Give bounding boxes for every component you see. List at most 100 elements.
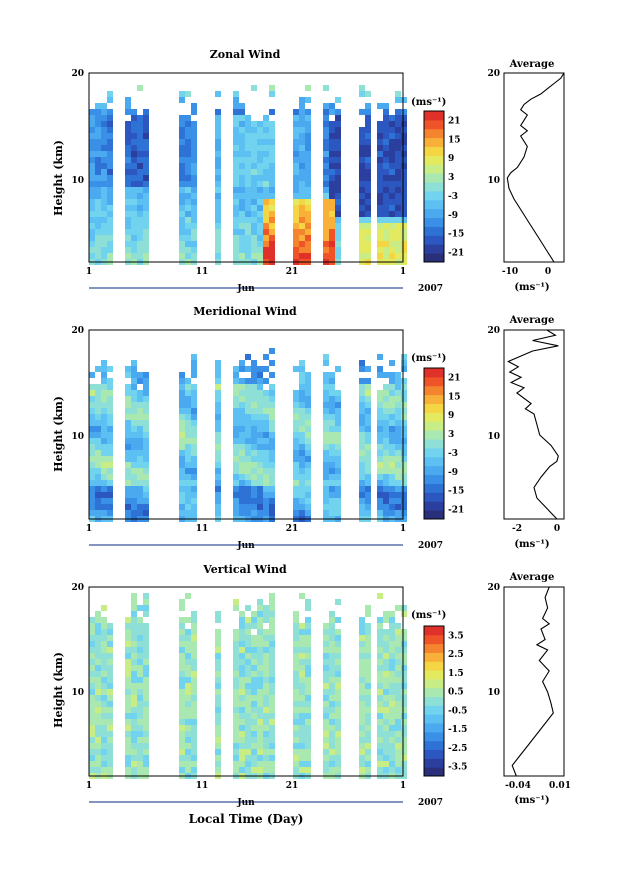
heatmap-cell bbox=[377, 719, 383, 725]
x-tick-label: 21 bbox=[286, 267, 299, 277]
heatmap-cell bbox=[365, 665, 371, 671]
heatmap-cell bbox=[95, 432, 101, 438]
heatmap-cell bbox=[185, 444, 191, 450]
heatmap-cell bbox=[377, 713, 383, 719]
heatmap-cell bbox=[233, 408, 239, 414]
heatmap-cell bbox=[377, 761, 383, 767]
heatmap-cell bbox=[107, 145, 113, 151]
heatmap-cell bbox=[185, 229, 191, 235]
heatmap-cell bbox=[137, 605, 143, 611]
heatmap-cell bbox=[215, 737, 221, 743]
heatmap-cell bbox=[257, 767, 263, 773]
heatmap-cell bbox=[137, 163, 143, 169]
heatmap-cell bbox=[107, 486, 113, 492]
heatmap-cell bbox=[329, 139, 335, 145]
heatmap-cell bbox=[395, 109, 401, 115]
heatmap-cell bbox=[233, 133, 239, 139]
heatmap-cell bbox=[383, 761, 389, 767]
heatmap-cell bbox=[269, 641, 275, 647]
heatmap-cell bbox=[191, 169, 197, 175]
heatmap-cell bbox=[263, 486, 269, 492]
heatmap-cell bbox=[89, 390, 95, 396]
heatmap-cell bbox=[185, 767, 191, 773]
heatmap-cell bbox=[329, 127, 335, 133]
heatmap-cell bbox=[269, 235, 275, 241]
heatmap-cell bbox=[329, 396, 335, 402]
heatmap-cell bbox=[365, 432, 371, 438]
heatmap-cell bbox=[191, 695, 197, 701]
heatmap-cell bbox=[107, 121, 113, 127]
heatmap-cell bbox=[377, 635, 383, 641]
heatmap-cell bbox=[125, 725, 131, 731]
heatmap-cell bbox=[383, 504, 389, 510]
heatmap-cell bbox=[251, 145, 257, 151]
heatmap-cell bbox=[143, 127, 149, 133]
colorbar-tick-label: -15 bbox=[448, 487, 464, 497]
heatmap-cell bbox=[263, 641, 269, 647]
heatmap-cell bbox=[251, 217, 257, 223]
heatmap-cell bbox=[377, 241, 383, 247]
heatmap-cell bbox=[365, 253, 371, 259]
heatmap-cell bbox=[239, 713, 245, 719]
heatmap-cell bbox=[329, 689, 335, 695]
heatmap-cell bbox=[251, 187, 257, 193]
heatmap-cell bbox=[251, 647, 257, 653]
heatmap-cell bbox=[329, 456, 335, 462]
heatmap-cell bbox=[143, 199, 149, 205]
heatmap-cell bbox=[251, 157, 257, 163]
heatmap-cell bbox=[233, 127, 239, 133]
colorbar-unit: (ms⁻¹) bbox=[411, 353, 446, 364]
heatmap-cell bbox=[401, 629, 407, 635]
heatmap-cell bbox=[401, 408, 407, 414]
colorbar-swatch bbox=[424, 412, 444, 422]
colorbar-tick-label: 1.5 bbox=[448, 669, 464, 679]
heatmap-cell bbox=[191, 749, 197, 755]
heatmap-cell bbox=[215, 665, 221, 671]
heatmap-cell bbox=[143, 109, 149, 115]
heatmap-cell bbox=[101, 743, 107, 749]
colorbar-swatch bbox=[424, 385, 444, 396]
heatmap-cell bbox=[251, 360, 257, 366]
heatmap-cell bbox=[137, 145, 143, 151]
heatmap-cell bbox=[401, 145, 407, 151]
colorbar-swatch bbox=[424, 137, 444, 148]
heatmap-cell bbox=[293, 486, 299, 492]
heatmap-cell bbox=[299, 133, 305, 139]
heatmap-cell bbox=[239, 438, 245, 444]
heatmap-cell bbox=[137, 133, 143, 139]
heatmap-cell bbox=[383, 456, 389, 462]
heatmap-cell bbox=[335, 653, 341, 659]
heatmap-cell bbox=[359, 175, 365, 181]
heatmap-cell bbox=[179, 157, 185, 163]
heatmap-cell bbox=[305, 456, 311, 462]
heatmap-cell bbox=[143, 737, 149, 743]
heatmap-cell bbox=[329, 241, 335, 247]
heatmap-cell bbox=[95, 749, 101, 755]
heatmap-cell bbox=[89, 635, 95, 641]
heatmap-cell bbox=[269, 695, 275, 701]
heatmap-cell bbox=[305, 235, 311, 241]
heatmap-cell bbox=[401, 396, 407, 402]
heatmap-cell bbox=[263, 247, 269, 253]
heatmap-cell bbox=[389, 617, 395, 623]
heatmap-cell bbox=[233, 402, 239, 408]
heatmap-cell bbox=[239, 635, 245, 641]
x-axis-label: Local Time (Day) bbox=[189, 812, 304, 826]
heatmap-cell bbox=[395, 187, 401, 193]
heatmap-cell bbox=[293, 366, 299, 372]
heatmap-cell bbox=[335, 629, 341, 635]
heatmap-cell bbox=[101, 139, 107, 145]
heatmap-cell bbox=[185, 163, 191, 169]
heatmap-cell bbox=[215, 755, 221, 761]
heatmap-cell bbox=[179, 408, 185, 414]
heatmap-cell bbox=[131, 396, 137, 402]
heatmap-cell bbox=[179, 121, 185, 127]
heatmap-cell bbox=[305, 139, 311, 145]
heatmap-cell bbox=[239, 695, 245, 701]
heatmap-cell bbox=[215, 635, 221, 641]
heatmap-cell bbox=[191, 408, 197, 414]
heatmap-cell bbox=[269, 169, 275, 175]
heatmap-cell bbox=[335, 462, 341, 468]
heatmap-cell bbox=[263, 629, 269, 635]
heatmap-cell bbox=[305, 641, 311, 647]
